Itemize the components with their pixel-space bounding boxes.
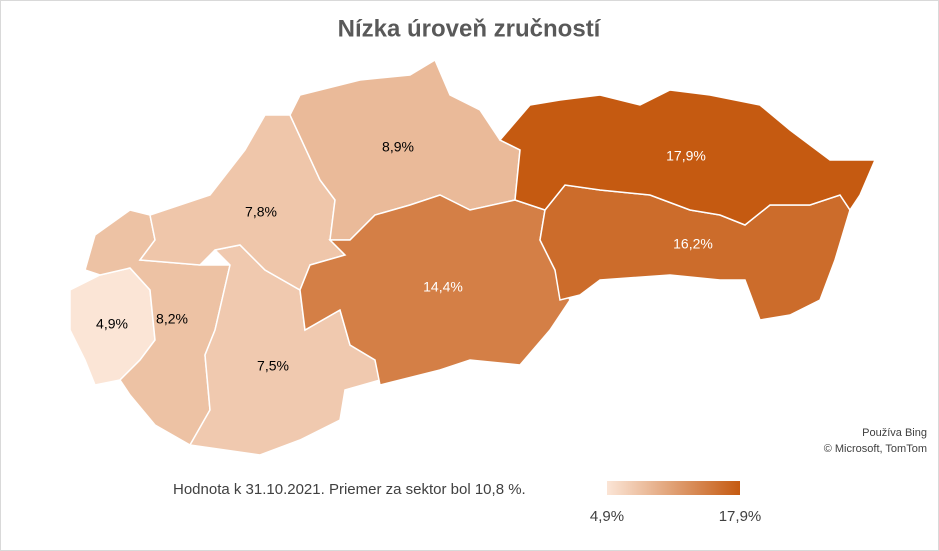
legend-label: 4,9% <box>590 508 624 525</box>
attribution: © Microsoft, TomTom <box>824 443 927 455</box>
data-label: 4,9% <box>96 316 128 332</box>
attribution: Používa Bing <box>862 427 927 439</box>
chart-title: Nízka úroveň zručností <box>338 15 602 42</box>
data-label: 7,8% <box>245 204 277 220</box>
legend-gradient <box>607 481 740 495</box>
region <box>299 194 571 386</box>
region <box>498 89 877 226</box>
data-label: 17,9% <box>666 148 706 164</box>
note: Hodnota k 31.10.2021. Priemer za sektor … <box>173 481 526 498</box>
data-label: 16,2% <box>673 236 713 252</box>
data-label: 8,2% <box>156 311 188 327</box>
data-label: 14,4% <box>423 279 463 295</box>
legend-label: 17,9% <box>719 508 762 525</box>
data-label: 8,9% <box>382 139 414 155</box>
data-label: 7,5% <box>257 358 289 374</box>
